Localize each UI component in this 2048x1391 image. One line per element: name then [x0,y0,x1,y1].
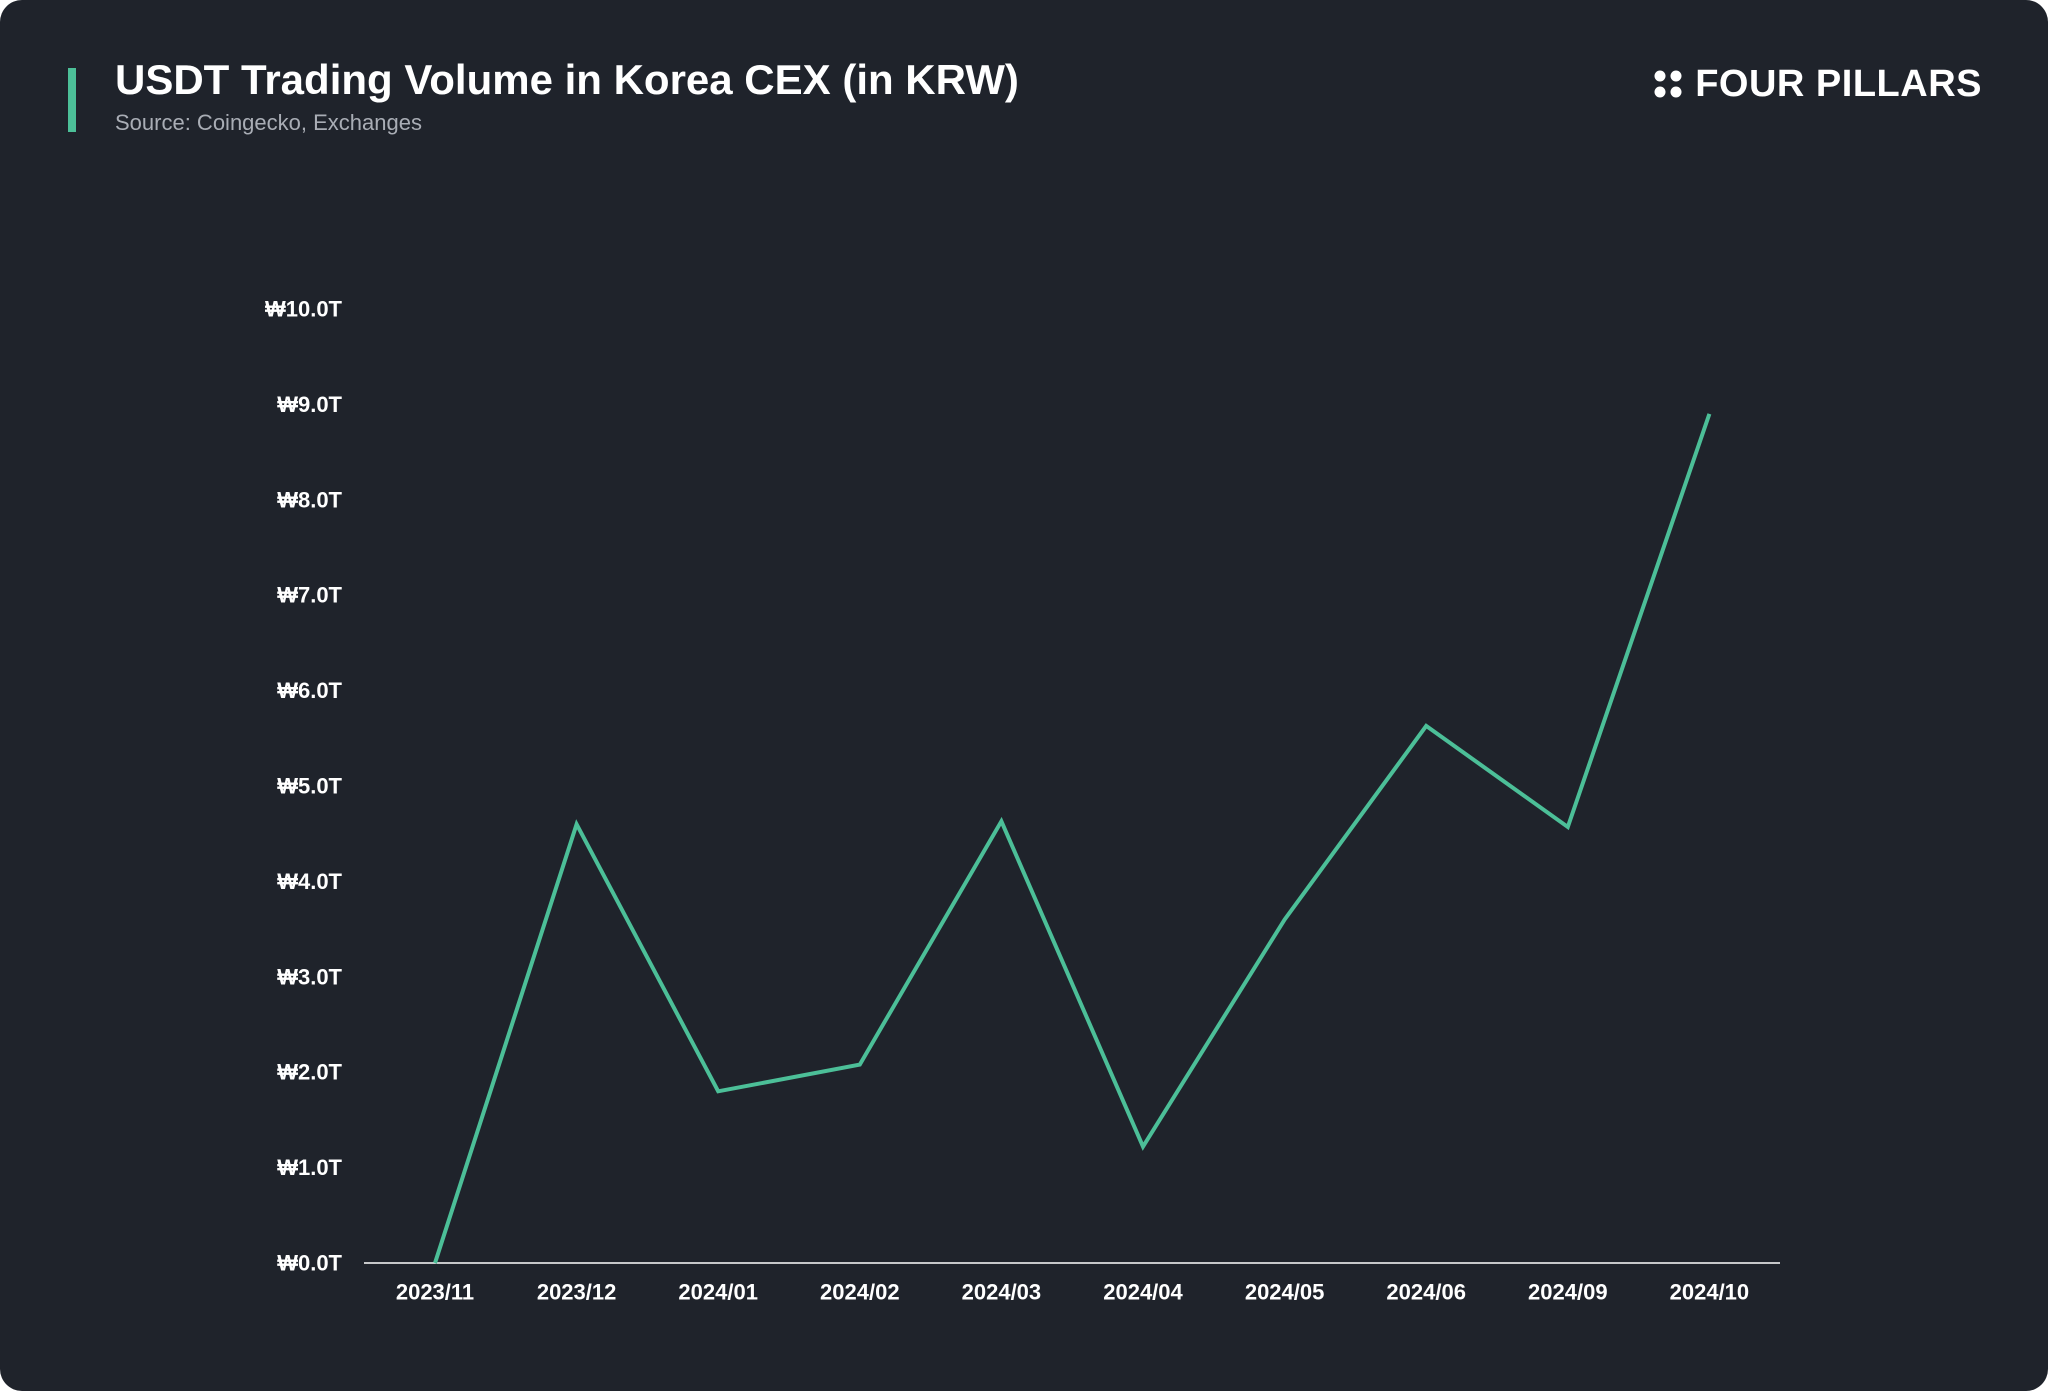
series-line [433,413,1712,1264]
y-tick-label: ₩10.0T [265,297,343,322]
y-tick-label: ₩8.0T [277,487,342,512]
y-tick-label: ₩3.0T [277,964,342,989]
x-tick-label: 2024/09 [1528,1280,1608,1305]
x-tick-label: 2023/11 [396,1280,474,1305]
x-tick-label: 2023/12 [537,1280,617,1305]
y-tick-label: ₩9.0T [277,392,342,417]
chart-title: USDT Trading Volume in Korea CEX (in KRW… [115,56,1019,103]
chart-source: Source: Coingecko, Exchanges [115,110,422,135]
y-tick-label: ₩5.0T [277,774,342,799]
title-accent-bar [68,68,76,132]
x-tick-label: 2024/01 [678,1280,758,1305]
x-tick-label: 2024/06 [1386,1280,1466,1305]
x-tick-label: 2024/04 [1103,1280,1183,1305]
y-tick-label: ₩0.0T [277,1251,342,1276]
x-tick-label: 2024/03 [962,1280,1042,1305]
four-dots-icon [1654,70,1682,98]
brand-name: FOUR PILLARS [1695,62,1982,105]
x-tick-label: 2024/10 [1670,1280,1750,1305]
y-tick-label: ₩6.0T [277,678,342,703]
y-tick-label: ₩7.0T [277,583,342,608]
y-tick-label: ₩4.0T [277,869,342,894]
x-tick-label: 2024/02 [820,1280,900,1305]
y-tick-label: ₩2.0T [277,1060,342,1085]
x-tick-label: 2024/05 [1245,1280,1325,1305]
brand-logo: FOUR PILLARS [1653,60,1982,108]
y-tick-label: ₩1.0T [277,1155,342,1180]
